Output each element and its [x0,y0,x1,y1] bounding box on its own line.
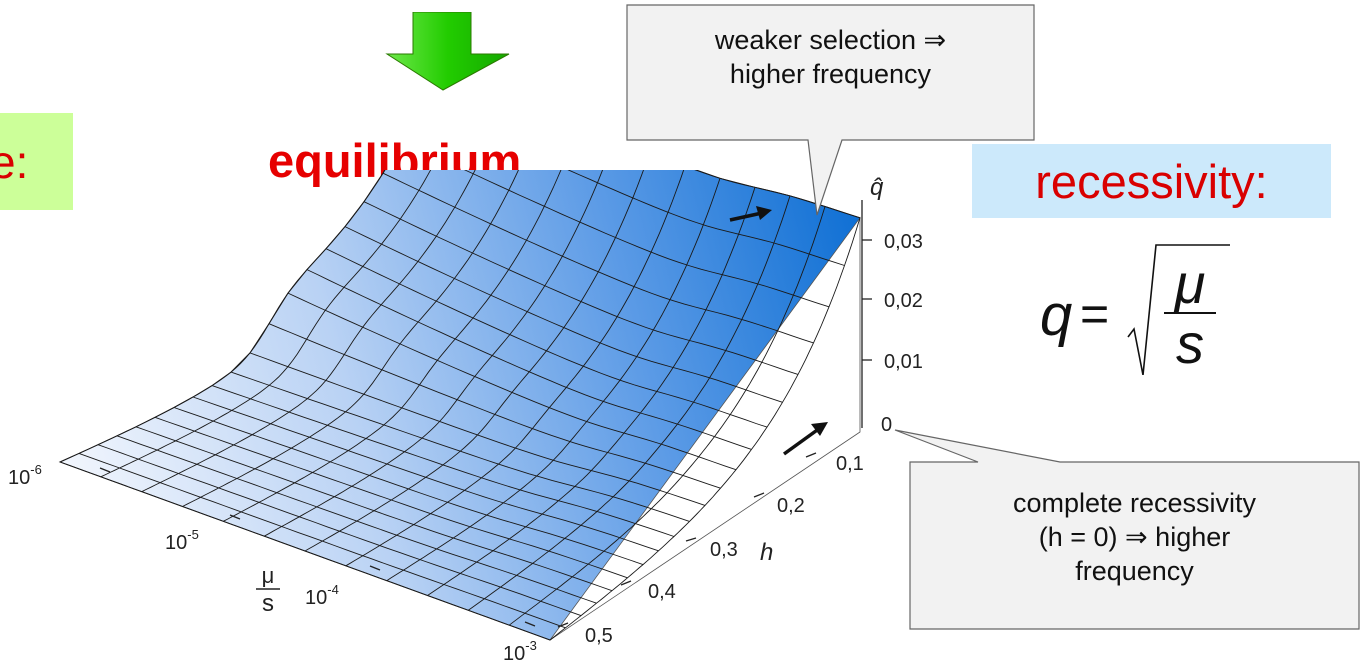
mesh-line [508,206,826,626]
callout-bottom-line2: (h = 0) ⇒ higher [1038,522,1231,552]
mesh-line [345,170,685,567]
mu-s-tick [99,467,111,473]
formula-equals: = [1080,286,1109,342]
h-tick-label: 0,1 [836,453,864,475]
formula-denominator: s [1176,312,1204,375]
callout-top-text: weaker selection ⇒ higher frequency [627,23,1034,91]
mesh-line [59,170,386,463]
mu-s-tick [229,514,241,520]
surface-plot: q̂ 0,03 0,02 0,01 0 0,1 0,2 0,3 0,4 0,5 … [8,170,923,663]
mesh-line [100,170,432,478]
mesh-line [263,170,604,537]
h-axis-label: h [760,539,773,566]
partial-label-text: e: [0,135,29,188]
h-tick [805,452,817,458]
mu-s-tick-label: 10-3 [503,638,537,663]
surface-mesh [58,170,861,641]
h-tick-label: 0,2 [777,495,805,517]
mu-s-label-denominator: s [262,590,274,617]
down-arrow-icon [385,12,510,91]
h-tick [557,622,569,628]
partial-label-box: e: [0,113,73,210]
z-tick-label: 0 [881,414,892,436]
callout-top-line2: higher frequency [729,59,932,89]
formula-q: q [1040,283,1072,348]
mesh-line [549,217,861,641]
mesh-line [223,170,562,522]
surface-edge-face [549,216,861,641]
radical-sign [1127,244,1230,375]
mesh-line [304,170,644,552]
h-tick [620,580,632,586]
h-tick [685,537,697,542]
mu-s-tick-label: 10-5 [165,527,199,554]
arrow-icon [782,422,828,456]
mesh-line [182,170,519,507]
callout-bottom-line1: complete recessivity [1012,488,1257,518]
formula-numerator: μ [1173,252,1206,315]
recessivity-label: recessivity: [1035,154,1268,208]
z-tick-label: 0,01 [884,351,923,373]
mesh-line [386,178,721,582]
z-tick-label: 0,03 [884,231,923,253]
arrow-icon [729,206,772,222]
h-tick-label: 0,4 [648,581,676,603]
mesh-line [468,195,791,611]
mu-s-tick-label: 10-6 [8,462,42,489]
z-axis-label: q̂ [870,174,884,201]
mu-s-tick [369,565,381,571]
callout-bottom-line3: frequency [1075,556,1194,586]
mesh-line [141,170,476,493]
callout-bottom-text: complete recessivity (h = 0) ⇒ higher fr… [910,486,1359,588]
h-tick [753,492,765,498]
mu-s-tick-label: 10-4 [305,582,339,609]
recessivity-box: recessivity: [972,144,1331,218]
h-tick-label: 0,3 [710,539,738,561]
mesh-line [427,187,756,596]
formula: q = μ s [1040,244,1230,375]
h-tick-label: 0,5 [585,625,613,647]
z-tick-label: 0,02 [884,290,923,312]
mu-s-label-numerator: μ [262,563,275,588]
callout-top-line1: weaker selection ⇒ [714,25,947,55]
mu-s-tick [524,621,536,627]
